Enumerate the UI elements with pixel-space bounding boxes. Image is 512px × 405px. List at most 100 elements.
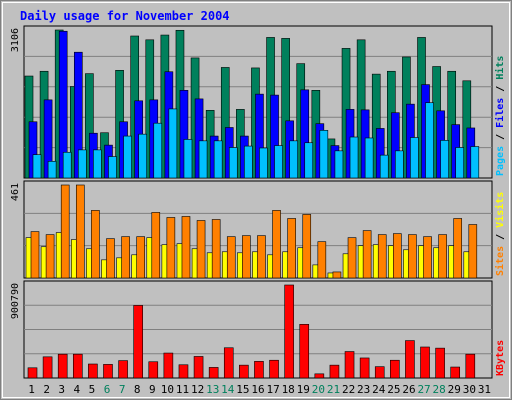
bar-kbytes-day-25: [390, 359, 400, 379]
bar-sites-day-1: [30, 231, 40, 279]
bar-pages-day-17: [274, 145, 283, 179]
x-tick-label-day-23: 23: [357, 383, 370, 396]
bar-pages-day-2: [47, 161, 57, 179]
bar-kbytes-day-10: [163, 352, 174, 379]
x-tick-label-day-30: 30: [463, 383, 476, 396]
bar-sites-day-6: [106, 238, 115, 279]
y-max-label: 3106: [10, 28, 21, 52]
x-axis-labels: 1 2 3 4 5 6 7 8 9 10 11 12 13 14 15 16 17 18 19 20 21 22 23 24 2…: [28, 383, 491, 396]
bar-kbytes-day-18: [284, 284, 294, 379]
bar-sites-day-10: [166, 217, 176, 279]
bar-sites-day-11: [181, 216, 191, 279]
legend-visits: Visits: [494, 192, 506, 228]
bar-sites-day-9: [151, 212, 161, 279]
bar-sites-day-16: [257, 235, 266, 279]
series-legend-label: Pages / Files / Hits: [494, 56, 506, 176]
bar-kbytes-day-8: [133, 305, 143, 379]
panel-1: 3106 Pages / Files / Hits: [10, 25, 506, 179]
x-tick-label-day-29: 29: [448, 383, 461, 396]
x-tick-label-day-12: 12: [191, 383, 204, 396]
x-tick-label-day-27: 27: [417, 383, 430, 396]
bar-pages-day-26: [410, 137, 419, 179]
bar-pages-day-25: [395, 150, 404, 179]
bar-pages-day-24: [379, 154, 389, 179]
bar-pages-day-20: [319, 130, 329, 179]
x-tick-label-day-8: 8: [134, 383, 141, 396]
bar-kbytes-day-2: [42, 356, 53, 379]
x-tick-label-day-26: 26: [402, 383, 415, 396]
bar-pages-day-12: [198, 140, 208, 179]
bar-kbytes-day-26: [405, 340, 415, 379]
bar-sites-day-28: [438, 234, 447, 279]
bar-kbytes-day-14: [223, 347, 234, 379]
bar-sites-day-8: [136, 236, 145, 279]
x-tick-label-day-31: 31: [478, 383, 491, 396]
x-tick-label-day-14: 14: [221, 383, 235, 396]
bar-pages-day-1: [32, 154, 42, 179]
panel-2: 461 Sites / Visits: [10, 180, 506, 279]
legend-hits: Hits: [494, 56, 506, 80]
bar-kbytes-day-24: [374, 366, 385, 379]
bar-pages-day-18: [289, 140, 298, 179]
bar-kbytes-day-27: [420, 346, 430, 379]
series-legend-label: Sites / Visits: [494, 192, 506, 276]
bar-pages-day-15: [244, 145, 253, 179]
bar-kbytes-day-13: [208, 367, 219, 379]
x-tick-label-day-16: 16: [251, 383, 264, 396]
chart-title: Daily usage for November 2004: [20, 9, 230, 23]
bar-sites-day-30: [468, 224, 478, 279]
bar-pages-day-22: [349, 136, 359, 179]
legend-kbytes: KBytes: [495, 340, 506, 376]
legend-separator: /: [495, 80, 506, 98]
bar-pages-day-6: [108, 156, 117, 179]
bar-pages-day-28: [440, 140, 449, 179]
bar-pages-day-9: [153, 122, 163, 179]
x-tick-label-day-22: 22: [342, 383, 355, 396]
x-tick-label-day-17: 17: [266, 383, 279, 396]
bar-sites-day-24: [377, 234, 387, 279]
bar-kbytes-day-11: [178, 364, 189, 379]
bar-pages-day-23: [364, 137, 374, 179]
x-tick-label-day-13: 13: [206, 383, 219, 396]
bar-sites-day-22: [347, 237, 357, 279]
bar-pages-day-11: [183, 139, 193, 179]
x-tick-label-day-20: 20: [312, 383, 325, 396]
bar-kbytes-day-1: [27, 367, 38, 379]
bar-pages-day-14: [228, 147, 238, 179]
bar-kbytes-day-23: [359, 357, 370, 379]
x-tick-label-day-21: 21: [327, 383, 340, 396]
bar-sites-day-4: [75, 184, 85, 279]
bar-sites-day-20: [317, 241, 327, 279]
bar-pages-day-13: [213, 140, 223, 179]
x-tick-label-day-15: 15: [236, 383, 249, 396]
bar-pages-day-4: [77, 149, 87, 179]
bar-kbytes-day-9: [148, 361, 159, 379]
bar-pages-day-7: [123, 135, 132, 179]
bar-sites-day-21: [332, 271, 342, 279]
bar-kbytes-day-5: [88, 363, 98, 379]
y-max-label: 461: [10, 183, 21, 201]
x-tick-label-day-3: 3: [58, 383, 65, 396]
bar-sites-day-12: [196, 220, 206, 279]
bar-pages-day-10: [168, 108, 178, 179]
x-tick-label-day-4: 4: [74, 383, 81, 396]
series-legend-label: KBytes: [495, 340, 506, 376]
x-tick-label-day-18: 18: [282, 383, 295, 396]
legend-separator: /: [495, 228, 506, 246]
legend-pages: Pages: [495, 146, 506, 176]
bar-sites-day-27: [423, 236, 432, 279]
x-tick-label-day-6: 6: [104, 383, 111, 396]
bar-pages-day-27: [425, 102, 434, 179]
y-max-label: 900790: [10, 283, 21, 319]
bar-kbytes-day-20: [314, 373, 325, 379]
x-tick-label-day-19: 19: [297, 383, 310, 396]
bar-kbytes-day-12: [193, 356, 204, 379]
x-tick-label-day-10: 10: [161, 383, 174, 396]
legend-files: Files: [494, 98, 506, 128]
bar-kbytes-day-3: [57, 353, 68, 379]
bar-sites-day-3: [60, 184, 70, 279]
legend-separator: /: [495, 128, 506, 146]
bar-pages-day-16: [259, 147, 268, 179]
